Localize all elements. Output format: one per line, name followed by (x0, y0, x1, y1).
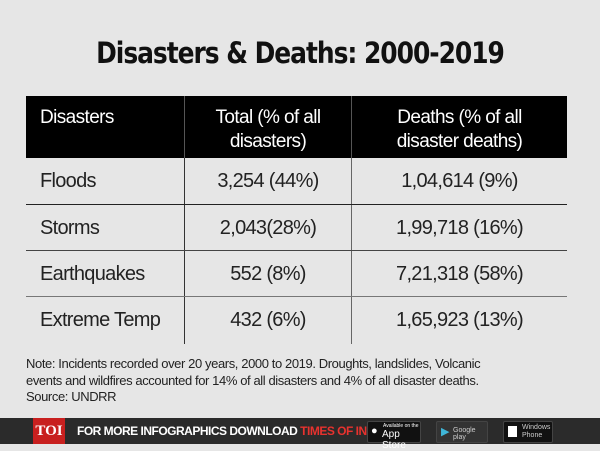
row-divider (26, 204, 567, 205)
footer-banner: TOI FOR MORE INFOGRAPHICS DOWNLOAD TIMES… (0, 418, 600, 451)
cell-total: 3,254 (44%) (217, 170, 319, 192)
promo-label: FOR MORE INFOGRAPHICS DOWNLOAD (77, 424, 301, 438)
header-line: disasters) (229, 131, 307, 152)
cell-total: 552 (8%) (230, 263, 306, 285)
phone-label: Phone (522, 432, 543, 439)
cell-total: 2,043(28%) (219, 217, 317, 239)
windows-icon (508, 426, 517, 437)
play-icon: ▶ (441, 426, 450, 438)
row-divider (26, 296, 567, 297)
header-line: Deaths (% of all (397, 107, 522, 128)
cell-deaths: 1,65,923 (13%) (396, 309, 524, 331)
cell-deaths: 7,21,318 (58%) (396, 263, 524, 285)
header-deaths: Deaths (% of all disaster deaths) (352, 106, 567, 168)
apple-icon: ● (371, 425, 378, 437)
page-title: Disasters & Deaths: 2000-2019 (96, 36, 505, 70)
cell-disaster: Extreme Temp (40, 309, 161, 331)
windows-phone-badge[interactable]: Windows Phone (503, 421, 553, 443)
app-store-small: Available on the (383, 423, 419, 429)
windows-label: Windows (522, 424, 551, 431)
source-line: Source: UNDRR (26, 389, 117, 404)
cell-deaths: 1,99,718 (16%) (396, 217, 524, 239)
note-line: Note: Incidents recorded over 20 years, … (26, 356, 481, 371)
google-play-label: Google play (453, 427, 476, 441)
header-line: Total (% of all (215, 107, 321, 128)
promo-text: FOR MORE INFOGRAPHICS DOWNLOAD TIMES OF … (77, 418, 411, 444)
table-header: Disasters Total (% of all disasters) Dea… (26, 96, 567, 158)
note-line: events and wildfires accounted for 14% o… (26, 372, 479, 388)
row-divider (26, 250, 567, 251)
app-store-label: App Store (382, 429, 406, 451)
cell-disaster: Earthquakes (40, 263, 145, 285)
google-play-badge[interactable]: ▶ Google play (436, 421, 488, 443)
column-divider (351, 96, 352, 158)
header-line: disaster deaths) (396, 131, 523, 152)
footnote: Note: Incidents recorded over 20 years, … (26, 356, 586, 406)
app-store-badge[interactable]: ● Available on the App Store (367, 421, 421, 451)
cell-disaster: Floods (40, 170, 97, 192)
cell-total: 432 (6%) (230, 309, 306, 331)
header-disasters: Disasters (40, 106, 114, 168)
cell-deaths: 1,04,614 (9%) (401, 170, 518, 192)
header-total: Total (% of all disasters) (184, 106, 352, 168)
toi-logo[interactable]: TOI (33, 418, 65, 444)
header-line: Disasters (40, 107, 114, 128)
column-divider (184, 158, 185, 344)
cell-disaster: Storms (40, 217, 100, 239)
column-divider (184, 96, 185, 158)
column-divider (351, 158, 352, 344)
